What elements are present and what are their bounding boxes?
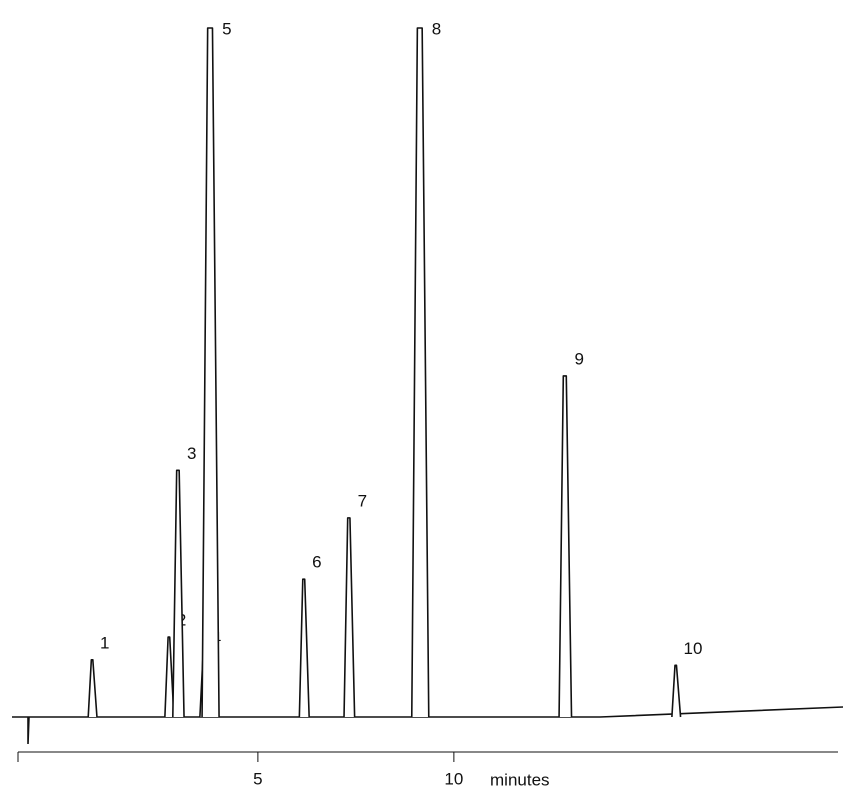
peak-label: 6 <box>312 553 321 572</box>
peak-label: 7 <box>358 491 367 510</box>
peak-label: 5 <box>222 19 231 38</box>
peak-label: 8 <box>432 19 441 38</box>
peak <box>298 578 310 718</box>
peak <box>671 664 682 718</box>
peak <box>87 659 98 718</box>
peak <box>410 27 430 718</box>
peak-label: 1 <box>100 633 109 652</box>
x-tick-label: 10 <box>444 769 463 788</box>
baseline <box>12 706 843 745</box>
peak <box>343 517 356 718</box>
peak <box>201 27 220 718</box>
x-axis-label: minutes <box>490 770 550 789</box>
peak <box>164 636 175 718</box>
peak <box>558 375 573 718</box>
peak-label: 9 <box>575 349 584 368</box>
x-tick-label: 5 <box>253 769 262 788</box>
peak <box>172 469 185 718</box>
peak-label: 10 <box>684 639 703 658</box>
peak-label: 3 <box>187 444 196 463</box>
